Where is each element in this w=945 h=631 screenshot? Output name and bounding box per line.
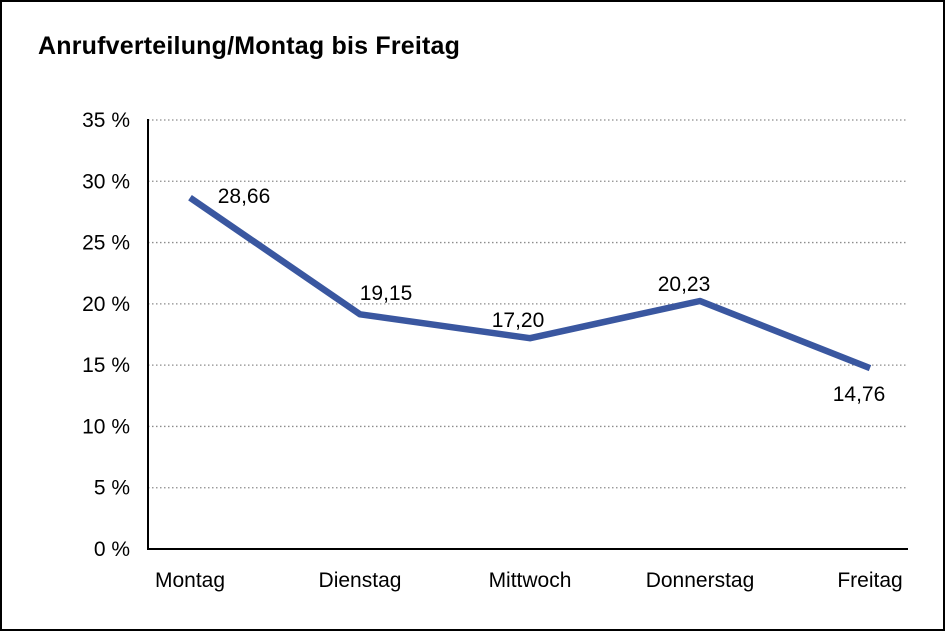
- series-line: [188, 195, 872, 372]
- y-tick-label: 0 %: [94, 538, 130, 561]
- x-category-label: Dienstag: [319, 569, 402, 592]
- data-point-label: 20,23: [658, 273, 711, 296]
- chart-title: Anrufverteilung/Montag bis Freitag: [38, 32, 461, 60]
- x-category-label: Donnerstag: [646, 569, 755, 592]
- y-tick-label: 5 %: [94, 477, 130, 500]
- y-tick-label: 25 %: [82, 232, 130, 255]
- x-category-label: Freitag: [837, 569, 902, 592]
- x-category-label: Montag: [155, 569, 225, 592]
- data-point-label: 28,66: [218, 185, 271, 208]
- x-category-label: Mittwoch: [489, 569, 572, 592]
- y-tick-label: 30 %: [82, 170, 130, 193]
- data-point-label: 17,20: [492, 309, 545, 332]
- data-point-label: 19,15: [360, 282, 413, 305]
- y-tick-label: 10 %: [82, 415, 130, 438]
- y-tick-label: 15 %: [82, 354, 130, 377]
- y-tick-label: 20 %: [82, 293, 130, 316]
- y-tick-label: 35 %: [82, 109, 130, 132]
- data-point-label: 14,76: [833, 383, 886, 406]
